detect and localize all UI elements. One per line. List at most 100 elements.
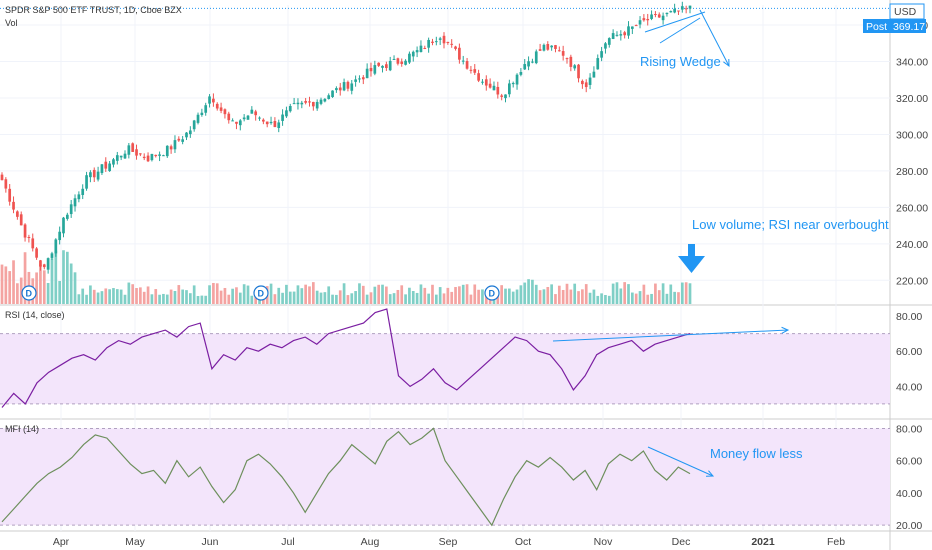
volume-bar: [588, 292, 592, 304]
volume-bar: [246, 285, 250, 304]
volume-bar: [19, 277, 23, 304]
volume-bar: [39, 264, 42, 304]
volume-bar: [54, 250, 58, 304]
volume-bar: [4, 266, 8, 304]
candle-body: [227, 113, 231, 121]
candle-body: [235, 121, 238, 124]
candle-body: [511, 82, 515, 85]
rsi-line: [1, 308, 691, 408]
candle-body: [108, 163, 111, 172]
volume-bar: [62, 250, 65, 304]
candle-body: [454, 46, 457, 49]
candle-body: [438, 38, 442, 40]
dividend-badge[interactable]: D: [484, 285, 500, 301]
candle-body: [269, 121, 273, 124]
dividend-badge[interactable]: D: [253, 285, 269, 301]
dividend-badge[interactable]: D: [21, 285, 37, 301]
volume-bar: [181, 289, 184, 304]
volume-bar: [108, 289, 111, 304]
volume-bar: [254, 295, 258, 304]
x-tick-label: Jun: [202, 536, 219, 548]
volume-bar: [77, 294, 81, 304]
volume-bar: [634, 293, 638, 304]
candle-body: [488, 83, 492, 88]
volume-bar: [631, 292, 634, 304]
volume-bar: [296, 285, 300, 304]
svg-text:D: D: [26, 289, 33, 299]
volume-bar: [119, 289, 123, 304]
candle-body: [634, 25, 638, 27]
volume-bar: [546, 286, 550, 304]
candle-body: [604, 43, 607, 49]
volume-bar: [12, 260, 15, 304]
candlestick-series: [0, 1, 692, 274]
candle-body: [373, 65, 377, 74]
candle-body: [557, 50, 561, 52]
volume-bar: [654, 283, 657, 304]
candle-body: [258, 117, 261, 119]
volume-bar: [592, 289, 596, 304]
candle-body: [54, 239, 58, 254]
volume-bar: [438, 287, 442, 304]
mfi-trend-arrow: [647, 446, 714, 477]
volume-bar: [81, 288, 85, 304]
volume-bar: [281, 292, 284, 304]
volume-bar: [69, 263, 73, 304]
volume-bar: [515, 289, 519, 304]
candle-body: [292, 103, 296, 105]
candle-body: [127, 145, 131, 155]
volume-bar: [577, 291, 580, 304]
volume-bar: [139, 287, 142, 304]
candle-body: [481, 81, 484, 83]
volume-bar: [680, 282, 684, 304]
candle-body: [96, 171, 100, 180]
candle-body: [139, 153, 142, 155]
volume-bar: [508, 288, 511, 304]
x-tick-label: Oct: [515, 536, 531, 548]
candle-body: [185, 132, 188, 138]
candle-body: [473, 69, 477, 73]
post-value: 369.17: [893, 21, 925, 33]
volume-bar: [534, 284, 538, 304]
candle-body: [223, 109, 227, 115]
post-price-tag: [863, 19, 926, 33]
volume-bar: [392, 293, 396, 304]
volume-bar: [8, 271, 12, 304]
volume-bar: [661, 283, 665, 304]
volume-bar: [673, 291, 676, 304]
volume-bar: [250, 295, 254, 304]
candle-body: [542, 44, 546, 51]
wedge-upper-line: [644, 11, 706, 33]
candle-body: [561, 51, 565, 56]
volume-bar: [619, 288, 623, 304]
volume-bar: [473, 284, 477, 304]
volume-bar: [35, 272, 38, 304]
wedge-breakdown-arrow: [699, 9, 730, 67]
x-tick-label: Sep: [439, 536, 458, 548]
candle-body: [204, 105, 208, 113]
candle-body: [150, 153, 154, 161]
volume-bar: [561, 289, 565, 304]
candle-body: [592, 71, 596, 78]
volume-bar: [46, 282, 50, 304]
volume-bar: [638, 291, 642, 304]
candle-body: [388, 60, 392, 71]
candle-body: [296, 102, 300, 105]
volume-bar: [538, 290, 542, 304]
candle-body: [411, 51, 415, 57]
volume-bar: [104, 288, 108, 304]
volume-bar: [269, 283, 273, 304]
volume-bar: [531, 279, 534, 304]
candle-body: [8, 188, 12, 202]
volume-bar: [292, 291, 296, 304]
volume-bar: [669, 284, 673, 304]
candle-body: [434, 41, 438, 43]
y-tick-label: 80.00: [896, 311, 922, 323]
candle-body: [304, 101, 307, 103]
volume-bar: [415, 292, 419, 304]
candle-body: [369, 67, 373, 72]
oscillator-band: [0, 428, 890, 526]
down-arrow-icon: [678, 244, 705, 273]
mfi-line: [1, 427, 691, 527]
volume-bar: [92, 289, 96, 304]
